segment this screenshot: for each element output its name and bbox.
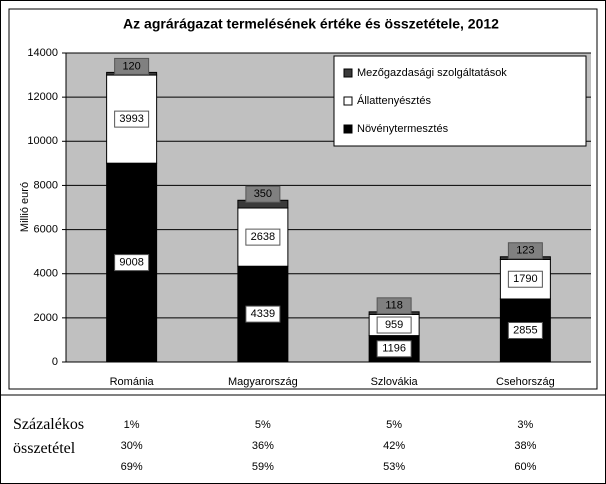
legend-swatch bbox=[343, 96, 353, 106]
label-box bbox=[245, 305, 281, 323]
data-label: 3993 bbox=[119, 113, 143, 125]
label-box bbox=[245, 185, 281, 203]
y-tick-label: 10000 bbox=[27, 135, 58, 147]
label-box bbox=[114, 57, 150, 75]
x-tick-label: Magyarország bbox=[228, 376, 298, 388]
legend-swatch bbox=[343, 68, 353, 78]
legend-label: Növénytermesztés bbox=[357, 123, 449, 135]
y-tick-label: 6000 bbox=[34, 223, 58, 235]
label-box bbox=[507, 321, 543, 339]
data-label: 118 bbox=[385, 300, 403, 312]
table-cell: 5% bbox=[386, 419, 402, 431]
legend-label: Állattenyésztés bbox=[357, 94, 431, 107]
data-label: 4339 bbox=[251, 308, 275, 320]
label-box bbox=[114, 254, 150, 272]
data-label: 2638 bbox=[251, 231, 275, 243]
label-box bbox=[114, 110, 150, 128]
label-box bbox=[376, 340, 412, 358]
table-cell: 1% bbox=[124, 419, 140, 431]
legend-box bbox=[333, 55, 587, 147]
label-box bbox=[376, 316, 412, 334]
x-tick-label: Csehország bbox=[496, 376, 555, 388]
data-label: 2855 bbox=[513, 324, 537, 336]
y-tick-label: 14000 bbox=[27, 47, 58, 59]
table-cell: 38% bbox=[514, 440, 536, 452]
legend-label: Mezőgazdasági szolgáltatások bbox=[357, 67, 507, 79]
y-tick-label: 12000 bbox=[27, 91, 58, 103]
table-cell: 30% bbox=[121, 440, 143, 452]
y-tick-label: 8000 bbox=[34, 179, 58, 191]
table-cell: 53% bbox=[383, 461, 405, 473]
table-cell: 42% bbox=[383, 440, 405, 452]
chart-title: Az agrárágazat termelésének értéke és ös… bbox=[123, 16, 499, 32]
table-label: Százalékos összetétel bbox=[13, 416, 85, 457]
table-cell: 5% bbox=[255, 419, 271, 431]
data-label: 1790 bbox=[513, 273, 537, 285]
label-box bbox=[245, 228, 281, 246]
y-tick-label: 2000 bbox=[34, 312, 58, 324]
y-axis-label: Millió euró bbox=[19, 182, 31, 232]
table-cell: 60% bbox=[514, 461, 536, 473]
y-tick-label: 4000 bbox=[34, 268, 58, 280]
label-box bbox=[507, 270, 543, 288]
data-label: 350 bbox=[254, 188, 272, 200]
table-cell: 3% bbox=[517, 419, 533, 431]
legend-swatch bbox=[343, 124, 353, 134]
data-label: 1196 bbox=[382, 343, 406, 355]
y-tick-label: 0 bbox=[52, 356, 58, 368]
data-label: 959 bbox=[385, 319, 403, 331]
x-tick-label: Szlovákia bbox=[371, 376, 419, 388]
table-label-box: Százalékos összetétel bbox=[13, 416, 85, 457]
x-tick-label: Románia bbox=[110, 376, 155, 388]
table-cell: 69% bbox=[121, 461, 143, 473]
table-cell: 36% bbox=[252, 440, 274, 452]
label-box bbox=[376, 297, 412, 315]
label-box bbox=[507, 242, 543, 260]
data-label: 123 bbox=[516, 245, 534, 257]
table-cell: 59% bbox=[252, 461, 274, 473]
data-label: 9008 bbox=[119, 256, 143, 268]
data-label: 120 bbox=[122, 60, 140, 72]
